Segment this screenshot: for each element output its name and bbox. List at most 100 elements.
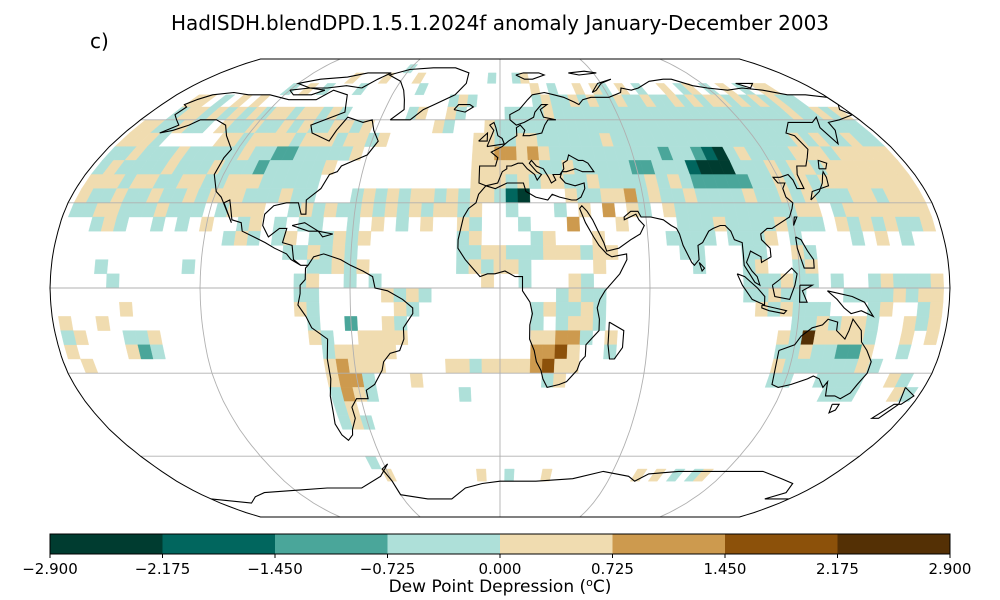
grid-cell — [739, 230, 754, 246]
grid-cell — [537, 146, 551, 161]
grid-cell — [930, 287, 945, 303]
grid-cell — [898, 230, 915, 246]
grid-cell — [272, 216, 288, 232]
grid-cell — [306, 245, 321, 260]
map-area — [49, 58, 951, 518]
grid-cell — [553, 358, 568, 374]
grid-cell — [563, 174, 577, 189]
grid-cell — [457, 358, 471, 374]
grid-cell — [505, 358, 519, 374]
grid-cell — [409, 373, 424, 388]
grid-cell — [468, 230, 482, 246]
grid-cell — [923, 330, 940, 345]
grid-cell — [319, 245, 334, 260]
grid-cell — [555, 316, 569, 331]
globe-outline — [49, 58, 951, 518]
colorbar-swatch — [725, 534, 838, 554]
grid-cell — [306, 259, 320, 274]
grid-cell — [471, 146, 484, 161]
grid-cell — [60, 330, 77, 345]
grid-cell — [905, 273, 920, 289]
coastline — [289, 87, 326, 96]
grid-cell — [566, 344, 581, 360]
grid-cell — [861, 330, 878, 345]
grid-cell — [113, 216, 130, 232]
grid-cell — [855, 287, 870, 303]
grid-cell — [548, 146, 562, 161]
grid-cell — [323, 202, 339, 218]
colorbar-swatch — [50, 534, 163, 554]
grid-cell — [542, 330, 556, 345]
grid-cell — [419, 216, 434, 232]
colorbar-swatch — [275, 534, 388, 554]
grid-cell — [676, 216, 691, 232]
grid-cell — [487, 72, 497, 84]
grid-cell — [905, 287, 920, 303]
grid-cell — [381, 316, 396, 331]
grid-cell — [518, 273, 532, 289]
grid-cell — [692, 468, 715, 482]
coastline — [515, 72, 546, 80]
grid-cell — [359, 202, 375, 218]
grid-cell — [604, 330, 618, 345]
grid-cell — [454, 106, 468, 121]
coastline — [736, 273, 766, 306]
colorbar-swatch — [162, 534, 276, 554]
grid-cell — [246, 230, 261, 246]
grid-cell — [574, 174, 589, 189]
grid-cell — [593, 302, 607, 317]
grid-cell — [482, 160, 495, 175]
colorbar-tick-label: 2.175 — [816, 560, 859, 578]
colorbar-tick-label: −1.450 — [247, 560, 303, 578]
grid-cell — [565, 358, 580, 374]
grid-cell — [408, 202, 423, 218]
coastline — [388, 67, 470, 121]
grid-cell — [334, 344, 349, 360]
grid-cell — [370, 344, 385, 360]
grid-cell — [599, 188, 615, 204]
colorbar-tick-label: −0.725 — [360, 560, 416, 578]
grid-cell — [601, 202, 616, 218]
grid-cell — [930, 273, 945, 289]
grid-cell — [481, 188, 495, 204]
grid-cell — [306, 302, 320, 317]
grid-cell — [321, 160, 338, 175]
grid-cell — [331, 259, 345, 274]
coastline — [827, 290, 875, 318]
grid-cell — [318, 259, 333, 274]
grid-cell — [579, 330, 594, 345]
grid-cell — [385, 188, 401, 204]
grid-cell — [564, 188, 579, 204]
grid-cell — [505, 146, 518, 161]
grid-cell — [504, 468, 515, 482]
coastline — [453, 104, 475, 113]
grid-cell — [458, 387, 472, 402]
grid-cell — [411, 72, 427, 84]
grid-cell — [543, 302, 557, 317]
grid-cell — [95, 316, 111, 331]
grid-cell — [580, 245, 594, 260]
grid-cell — [901, 316, 918, 331]
grid-cell — [383, 344, 397, 360]
grid-cell — [233, 230, 249, 246]
grid-cell — [536, 132, 550, 147]
grid-cell — [457, 188, 471, 204]
grid-cell — [592, 245, 607, 260]
grid-cell — [603, 344, 617, 360]
grid-cell — [567, 316, 582, 331]
grid-cell — [393, 316, 408, 331]
grid-cell — [307, 330, 323, 345]
grid-cell — [926, 316, 942, 331]
grid-cell — [94, 259, 109, 274]
grid-cell — [580, 302, 594, 317]
grid-cell — [892, 273, 907, 289]
grid-cell — [348, 146, 365, 161]
grid-cell — [406, 287, 420, 303]
coastline — [295, 72, 392, 89]
grid-cell — [688, 216, 703, 232]
grid-cell — [712, 216, 728, 232]
grid-cell — [357, 230, 372, 246]
colorbar-swatches — [50, 534, 951, 554]
grid-cell — [294, 245, 309, 260]
